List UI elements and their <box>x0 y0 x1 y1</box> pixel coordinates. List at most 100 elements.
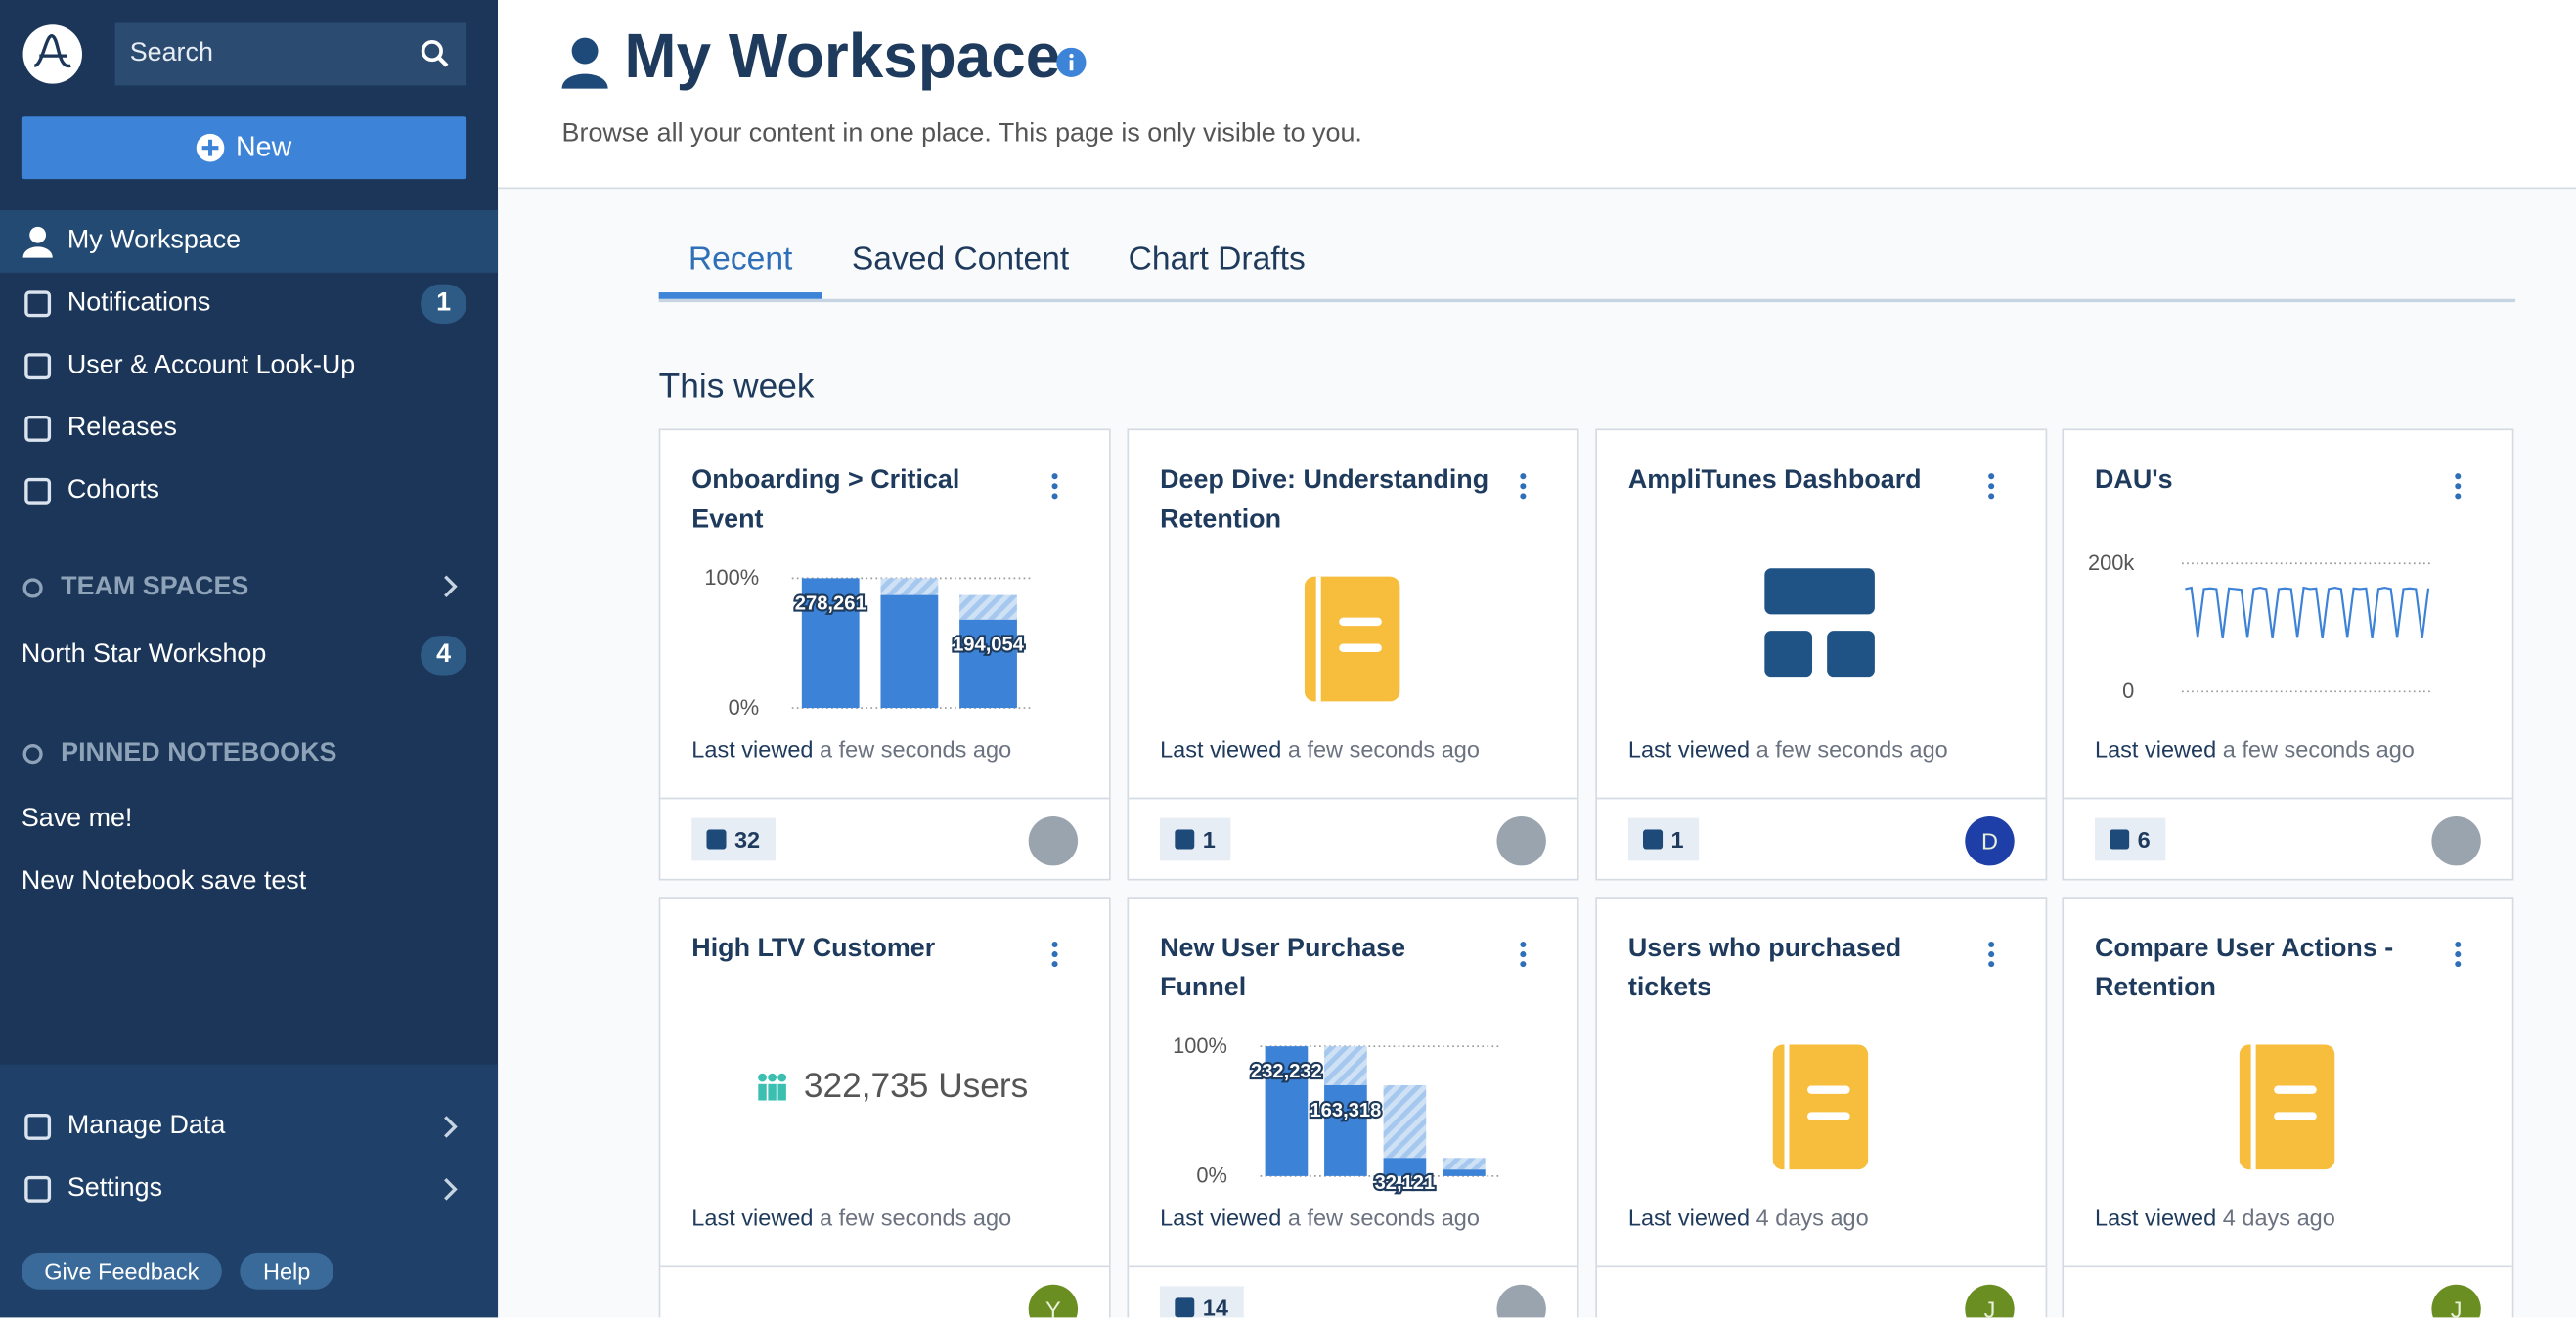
footer-button[interactable]: Give Feedback <box>21 1252 222 1290</box>
last-viewed: Last viewed 4 days ago <box>1628 1204 1869 1230</box>
icon-shape <box>22 744 43 765</box>
kebab-dot <box>1988 961 1995 968</box>
tab[interactable]: Saved Content <box>851 241 1070 278</box>
section-heading: PINNED NOTEBOOKS <box>61 739 337 768</box>
kebab-dot <box>1051 941 1058 948</box>
heading-icon <box>22 578 43 598</box>
icon-shape <box>777 1083 787 1101</box>
nav-item[interactable]: Cohorts <box>0 460 498 522</box>
last-viewed-time: 4 days ago <box>2222 1204 2335 1231</box>
pill-icon <box>2110 829 2130 850</box>
card-graphic <box>1129 473 1577 866</box>
chevron-icon <box>444 1178 458 1201</box>
nav-item[interactable]: User & Account Look-Up <box>0 335 498 398</box>
last-viewed: Last viewed a few seconds ago <box>1160 736 1480 763</box>
line-series <box>2185 586 2430 638</box>
nav-icon <box>24 353 52 380</box>
kebab-dot <box>2455 951 2462 958</box>
last-viewed-label: Last viewed <box>1160 1204 1282 1231</box>
nav-label: New Notebook save test <box>21 867 307 896</box>
card-graphic: 100% 0% 232,232 163,318 32,121 <box>1129 941 1577 1318</box>
content-card[interactable]: Onboarding > Critical Event 100% 0% 278,261… <box>658 428 1111 881</box>
nav-label: Save me! <box>21 805 133 833</box>
icon-shape <box>768 1083 777 1101</box>
icon-shape <box>24 1114 52 1140</box>
nav-item[interactable]: New Notebook save test <box>0 851 498 913</box>
icon-shape <box>1643 829 1664 850</box>
last-viewed: Last viewed a few seconds ago <box>1628 736 1948 763</box>
avatar-photo <box>2431 815 2481 866</box>
content-card[interactable]: AmpliTunes Dashboard Last viewed a few se… <box>1595 428 2048 881</box>
content-card[interactable]: High LTV Customer Last viewed a few secon… <box>658 897 1111 1318</box>
nav-label: North Star Workshop <box>21 640 267 669</box>
nav-item[interactable]: Save me! <box>0 788 498 851</box>
icon-shape <box>768 1073 777 1082</box>
info-icon[interactable] <box>1056 47 1087 77</box>
icon-shape <box>29 226 47 243</box>
count-pill: 1 <box>1160 817 1230 861</box>
y-tick-label: 100% <box>704 565 759 590</box>
bar <box>1383 1158 1427 1176</box>
kebab-dot <box>1520 961 1527 968</box>
footer-button[interactable]: Help <box>240 1252 334 1290</box>
new-button[interactable]: New <box>21 116 467 180</box>
icon-shape <box>22 578 43 598</box>
notebook-line <box>2274 1085 2317 1094</box>
kebab-dot <box>2455 941 2462 948</box>
notebook-spine <box>1784 1044 1790 1170</box>
kebab-dot <box>2455 961 2462 968</box>
card-graphic <box>1596 941 2046 1268</box>
nav-label: My Workspace <box>67 226 242 255</box>
bar-label: 232,232 <box>1251 1061 1322 1082</box>
chevron-icon <box>444 575 458 598</box>
tab[interactable]: Chart Drafts <box>1128 241 1306 278</box>
card-graphic <box>2064 941 2512 1268</box>
users-metric: 322,735 Users <box>660 1068 1109 1107</box>
avatar: Y <box>1028 1284 1079 1318</box>
dashboard-block <box>1764 568 1875 615</box>
last-viewed-label: Last viewed <box>1160 735 1282 763</box>
nav-icon <box>24 416 52 442</box>
dashboard-block <box>1764 631 1813 678</box>
bar <box>959 619 1017 709</box>
page-subtitle: Browse all your content in one place. Th… <box>561 119 1362 149</box>
nav-item[interactable]: North Star Workshop 4 <box>0 624 498 686</box>
nav-item[interactable]: Notifications 1 <box>0 273 498 335</box>
kebab-dot <box>1520 951 1527 958</box>
notebook-spine <box>1315 576 1321 702</box>
icon-shape <box>24 477 52 505</box>
content-card[interactable]: DAU's 200k 0 Last viewed a few seconds ago 6 <box>2062 428 2514 881</box>
heading-icon <box>22 744 43 765</box>
chevron <box>444 1116 458 1138</box>
tab-bar: Recent Saved Content Chart Drafts <box>658 237 2516 303</box>
last-viewed-time: a few seconds ago <box>820 735 1012 763</box>
nav-icon <box>24 1114 52 1140</box>
nav-item[interactable]: My Workspace <box>0 210 499 273</box>
avatar: D <box>1965 815 2015 866</box>
last-viewed-label: Last viewed <box>2095 1204 2217 1231</box>
count: 6 <box>2137 826 2151 853</box>
kebab-dot <box>1988 941 1995 948</box>
content-card[interactable]: Users who purchased tickets Last viewed 4… <box>1595 897 2048 1318</box>
nav-item[interactable]: Settings <box>0 1158 498 1220</box>
y-tick-label: 200k <box>2088 550 2134 575</box>
search-box[interactable]: Search <box>114 22 467 86</box>
nav-item[interactable]: Manage Data <box>0 1096 498 1159</box>
content-card[interactable]: New User Purchase Funnel 100% 0% 232,232 163… <box>1127 897 1579 1318</box>
tab[interactable]: Recent <box>658 237 822 299</box>
nav-item[interactable]: Releases <box>0 398 498 461</box>
content-card[interactable]: Deep Dive: Understanding Retention Last v… <box>1127 428 1579 881</box>
bar <box>880 594 939 709</box>
notebook-spine <box>2250 1044 2256 1170</box>
kebab-dot <box>1520 483 1527 490</box>
avatar-photo <box>1028 815 1079 866</box>
content-card[interactable]: Compare User Actions - Retention Last vie… <box>2062 897 2514 1318</box>
last-viewed-label: Last viewed <box>691 1204 814 1231</box>
kebab-dot <box>1988 473 1995 480</box>
last-viewed-time: a few seconds ago <box>1287 735 1480 763</box>
notebook-icon <box>2239 1044 2335 1170</box>
card-graphic: 200k 0 <box>2064 473 2512 866</box>
logo <box>22 24 83 84</box>
last-viewed-label: Last viewed <box>1627 1204 1751 1231</box>
last-viewed: Last viewed a few seconds ago <box>691 1204 1011 1230</box>
